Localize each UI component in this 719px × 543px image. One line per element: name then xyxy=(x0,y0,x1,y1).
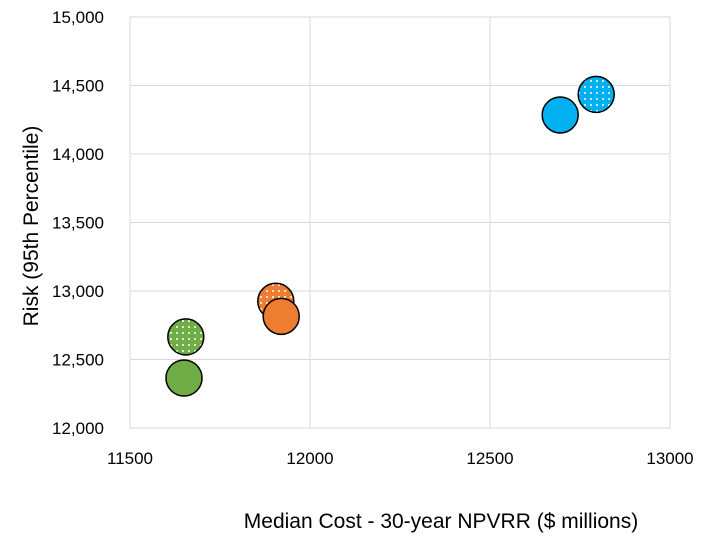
data-point xyxy=(541,96,579,134)
y-tick-label: 13,000 xyxy=(52,282,104,301)
y-tick-label: 14,000 xyxy=(52,145,104,164)
data-points xyxy=(165,75,615,397)
x-axis-ticks: 11500 12000 12500 13000 xyxy=(107,449,694,468)
x-axis-title: Median Cost - 30-year NPVRR ($ millions) xyxy=(244,510,638,533)
y-tick-label: 13,500 xyxy=(52,214,104,233)
y-axis-title: Risk (95th Percentile) xyxy=(20,126,43,327)
data-point xyxy=(577,75,615,114)
y-axis-ticks: 12,000 12,500 13,000 13,500 14,000 14,500 15,0… xyxy=(52,8,104,438)
data-point xyxy=(167,318,205,356)
y-tick-label: 12,500 xyxy=(52,351,104,370)
x-tick-label: 12000 xyxy=(286,449,333,468)
data-point xyxy=(262,297,300,336)
y-tick-label: 12,000 xyxy=(52,419,104,438)
y-tick-label: 15,000 xyxy=(52,8,104,27)
data-point xyxy=(165,359,203,397)
x-tick-label: 11500 xyxy=(107,449,153,468)
x-tick-label: 13000 xyxy=(646,449,693,468)
y-tick-label: 14,500 xyxy=(52,77,104,96)
x-tick-label: 12500 xyxy=(466,449,513,468)
